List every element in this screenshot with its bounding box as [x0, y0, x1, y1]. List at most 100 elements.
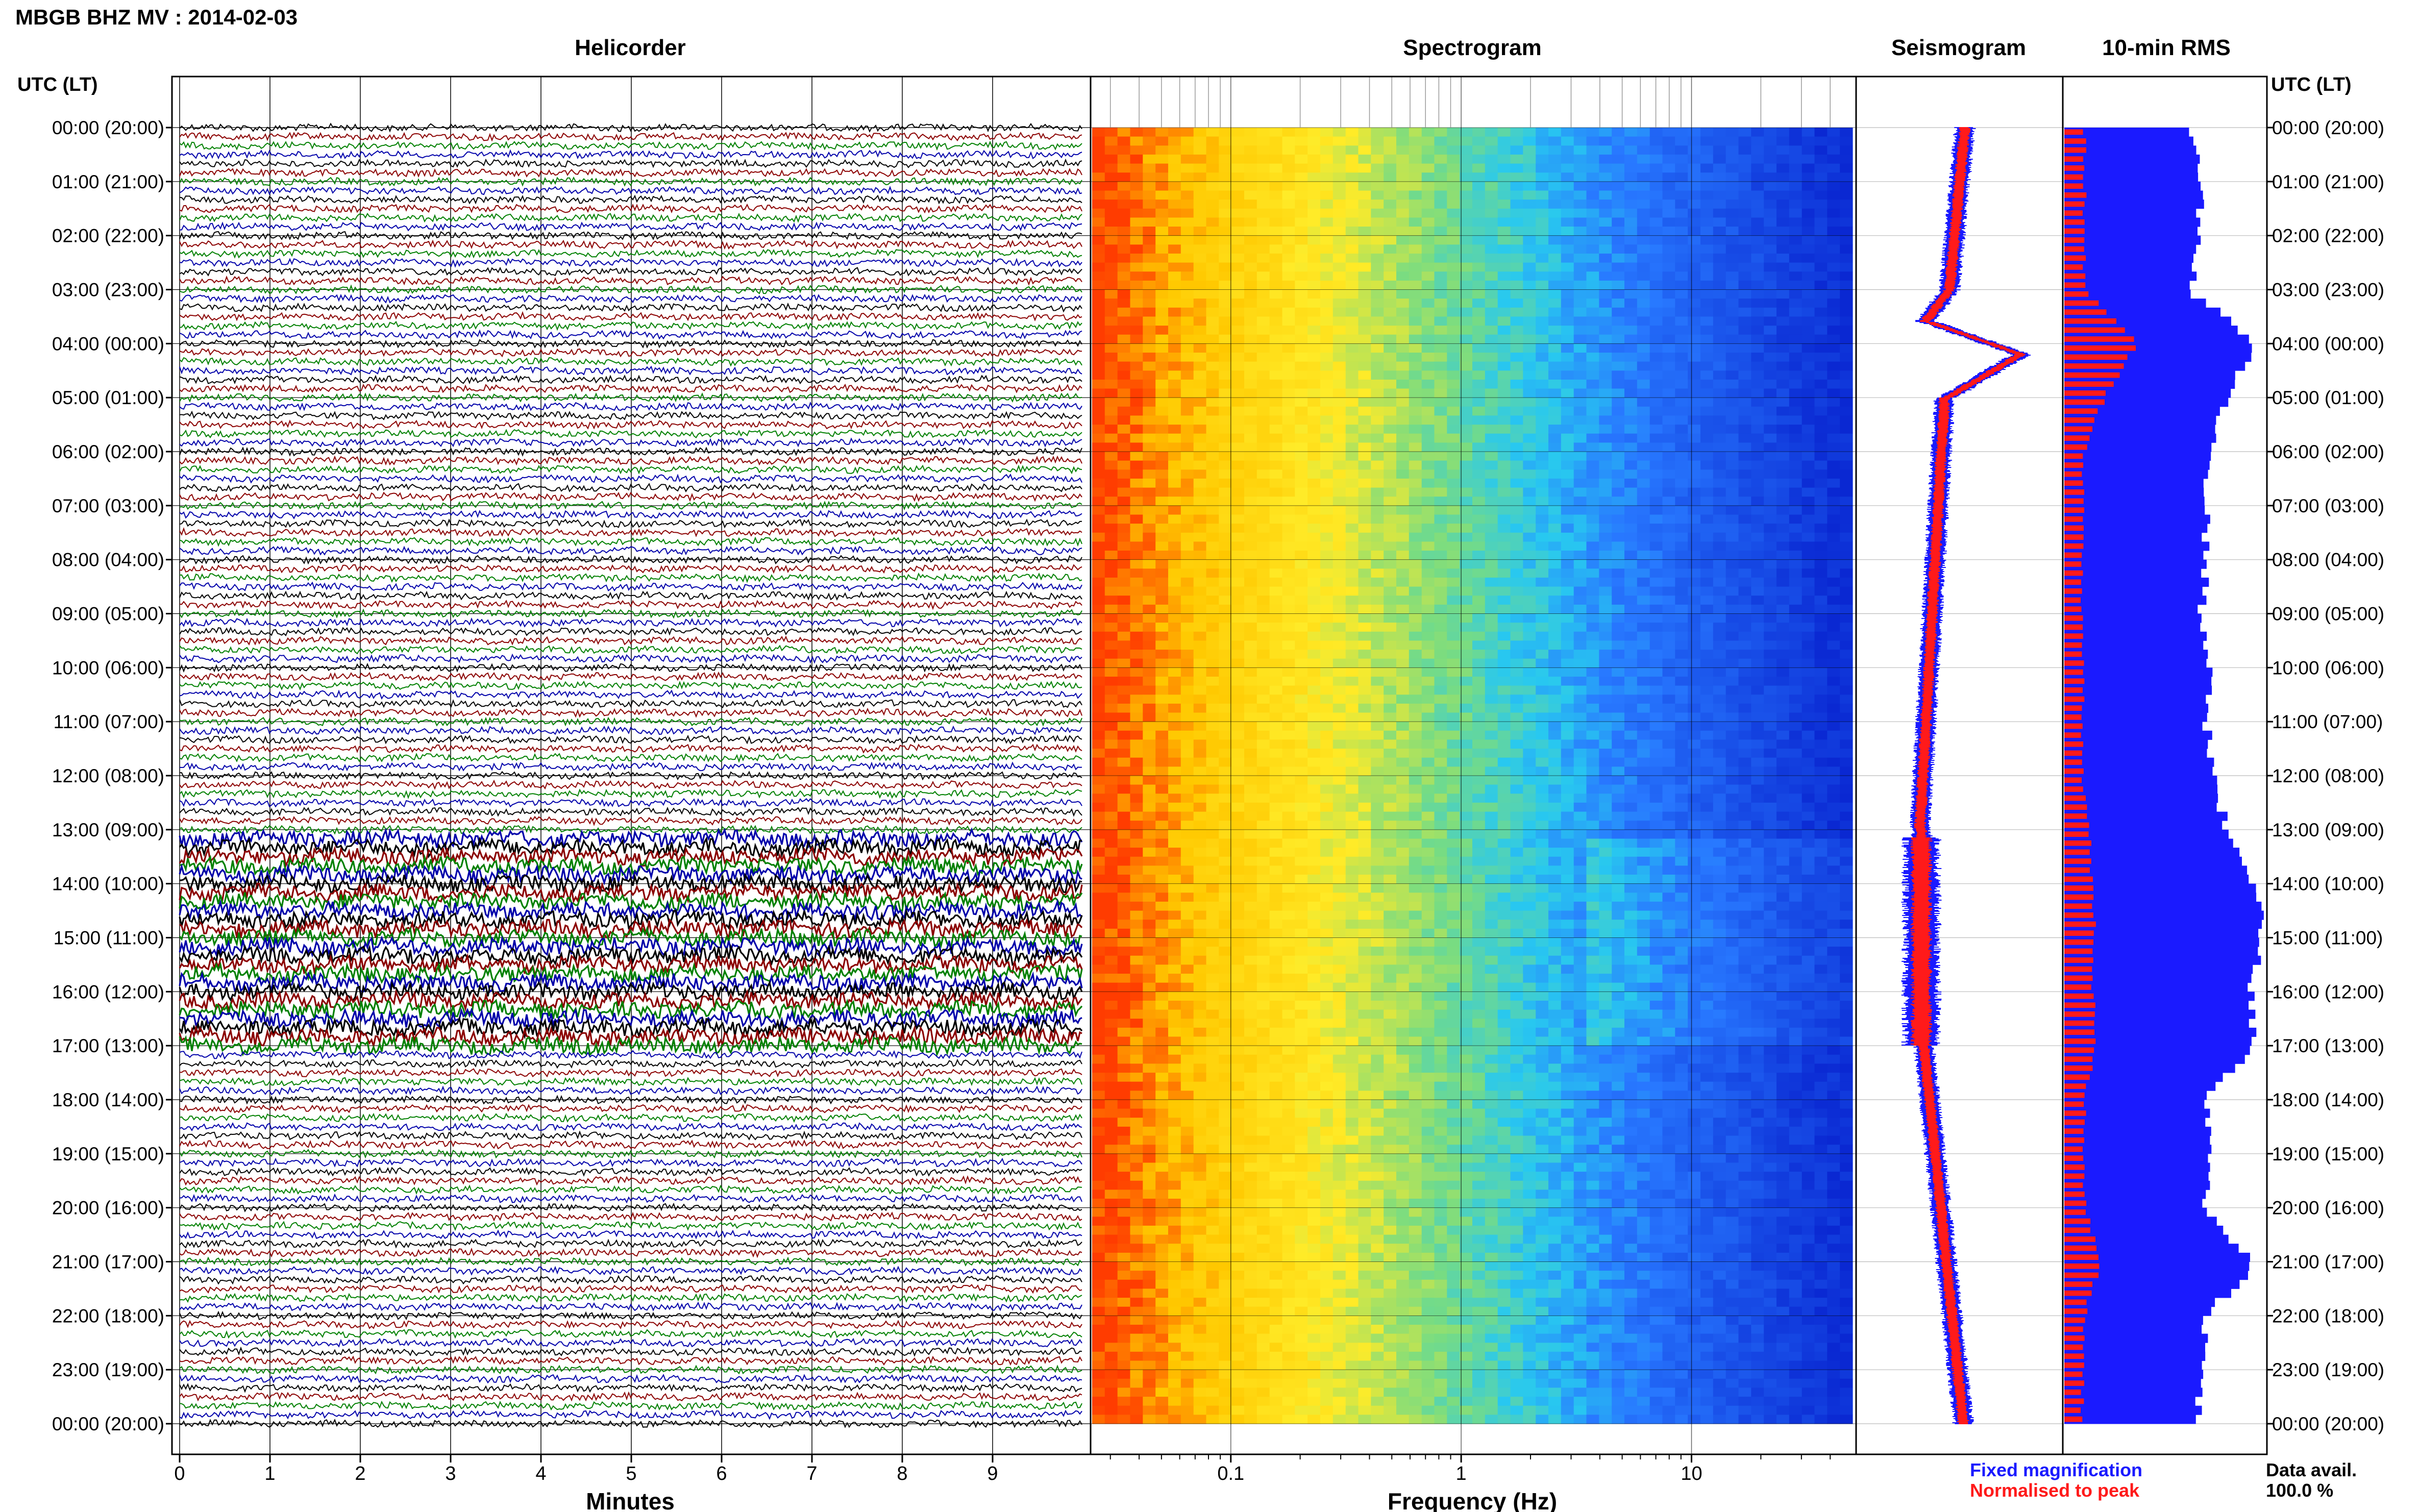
spectrogram-cell — [1801, 640, 1815, 650]
spectrogram-cell — [1168, 712, 1181, 722]
spectrogram-cell — [1688, 514, 1701, 524]
spectrogram-cell — [1548, 739, 1562, 749]
spectrogram-cell — [1282, 217, 1295, 227]
spectrogram-cell — [1472, 181, 1486, 191]
spectrogram-cell — [1371, 524, 1384, 533]
spectrogram-cell — [1599, 650, 1612, 659]
spectrogram-cell — [1219, 163, 1232, 173]
spectrogram-cell — [1510, 821, 1523, 830]
spectrogram-cell — [1827, 415, 1840, 425]
spectrogram-cell — [1776, 271, 1790, 281]
spectrogram-cell — [1751, 794, 1764, 803]
spectrogram-cell — [1827, 838, 1840, 848]
spectrogram-cell — [1586, 631, 1599, 641]
spectrogram-cell — [1320, 334, 1334, 344]
spectrogram-cell — [1447, 784, 1460, 794]
spectrogram-cell — [1789, 307, 1803, 317]
spectrogram-cell — [1117, 316, 1131, 326]
spectrogram-cell — [1725, 190, 1739, 200]
spectrogram-cell — [1472, 766, 1486, 776]
spectrogram-cell — [1764, 227, 1777, 236]
spectrogram-cell — [1269, 586, 1283, 596]
spectrogram-cell — [1510, 677, 1523, 686]
spectrogram-cell — [1688, 568, 1701, 578]
spectrogram-cell — [1561, 577, 1574, 587]
spectrogram-cell — [1282, 334, 1295, 344]
spectrogram-cell — [1548, 469, 1562, 479]
spectrogram-cell — [1624, 154, 1638, 164]
spectrogram-cell — [1320, 425, 1334, 434]
spectrogram-cell — [1624, 568, 1638, 578]
spectrogram-cell — [1256, 398, 1270, 407]
spectrogram-cell — [1269, 136, 1283, 146]
spectrogram-cell — [1827, 514, 1840, 524]
spectrogram-cell — [1764, 172, 1777, 182]
spectrogram-cell — [1421, 128, 1435, 137]
spectrogram-cell — [1244, 128, 1257, 137]
spectrogram-cell — [1168, 794, 1181, 803]
spectrogram-cell — [1738, 227, 1751, 236]
spectrogram-cell — [1409, 776, 1422, 785]
spectrogram-cell — [1384, 289, 1397, 299]
rms-title: 10-min RMS — [2102, 35, 2231, 60]
spectrogram-cell — [1104, 271, 1118, 281]
spectrogram-cell — [1409, 154, 1422, 164]
spectrogram-cell — [1130, 181, 1143, 191]
spectrogram-cell — [1409, 398, 1422, 407]
spectrogram-cell — [1421, 776, 1435, 785]
spectrogram-cell — [1434, 172, 1447, 182]
spectrogram-cell — [1092, 487, 1105, 497]
spectrogram-cell — [1307, 299, 1321, 308]
spectrogram-cell — [1523, 217, 1536, 227]
spectrogram-cell — [1649, 208, 1663, 218]
spectrogram-cell — [1472, 604, 1486, 614]
spectrogram-cell — [1396, 658, 1410, 668]
spectrogram-cell — [1764, 469, 1777, 479]
spectrogram-cell — [1168, 433, 1181, 443]
spectrogram-cell — [1586, 776, 1599, 785]
spectrogram-cell — [1624, 766, 1638, 776]
spectrogram-cell — [1434, 613, 1447, 623]
spectrogram-cell — [1092, 848, 1105, 857]
spectrogram-cell — [1561, 398, 1574, 407]
spectrogram-cell — [1688, 200, 1701, 209]
helicorder-trace — [179, 1320, 1082, 1330]
spectrogram-cell — [1409, 136, 1422, 146]
spectrogram-cell — [1320, 136, 1334, 146]
spectrogram-cell — [1586, 586, 1599, 596]
spectrogram-cell — [1472, 227, 1486, 236]
spectrogram-cell — [1624, 524, 1638, 533]
spectrogram-cell — [1244, 136, 1257, 146]
spectrogram-cell — [1155, 316, 1169, 326]
spectrogram-cell — [1371, 253, 1384, 263]
spectrogram-cell — [1332, 280, 1346, 290]
spectrogram-cell — [1168, 289, 1181, 299]
spectrogram-cell — [1523, 559, 1536, 569]
spectrogram-cell — [1434, 425, 1447, 434]
spectrogram-cell — [1827, 469, 1840, 479]
spectrogram-cell — [1256, 712, 1270, 722]
spectrogram-cell — [1256, 280, 1270, 290]
spectrogram-cell — [1384, 749, 1397, 758]
spectrogram-cell — [1738, 415, 1751, 425]
spectrogram-cell — [1409, 541, 1422, 551]
spectrogram-cell — [1536, 730, 1549, 740]
spectrogram-cell — [1219, 316, 1232, 326]
spectrogram-cell — [1256, 262, 1270, 272]
spectrogram-cell — [1497, 505, 1511, 515]
spectrogram-cell — [1814, 532, 1828, 542]
spectrogram-cell — [1713, 289, 1726, 299]
spectrogram-cell — [1688, 379, 1701, 389]
spectrogram-cell — [1827, 145, 1840, 155]
spectrogram-cell — [1231, 299, 1245, 308]
spectrogram-cell — [1345, 541, 1359, 551]
spectrogram-cell — [1536, 433, 1549, 443]
spectrogram-cell — [1206, 749, 1219, 758]
spectrogram-cell — [1700, 353, 1714, 362]
spectrogram-cell — [1384, 244, 1397, 254]
spectrogram-cell — [1434, 379, 1447, 389]
spectrogram-cell — [1624, 361, 1638, 371]
spectrogram-cell — [1256, 253, 1270, 263]
spectrogram-cell — [1485, 497, 1498, 506]
spectrogram-cell — [1231, 398, 1245, 407]
